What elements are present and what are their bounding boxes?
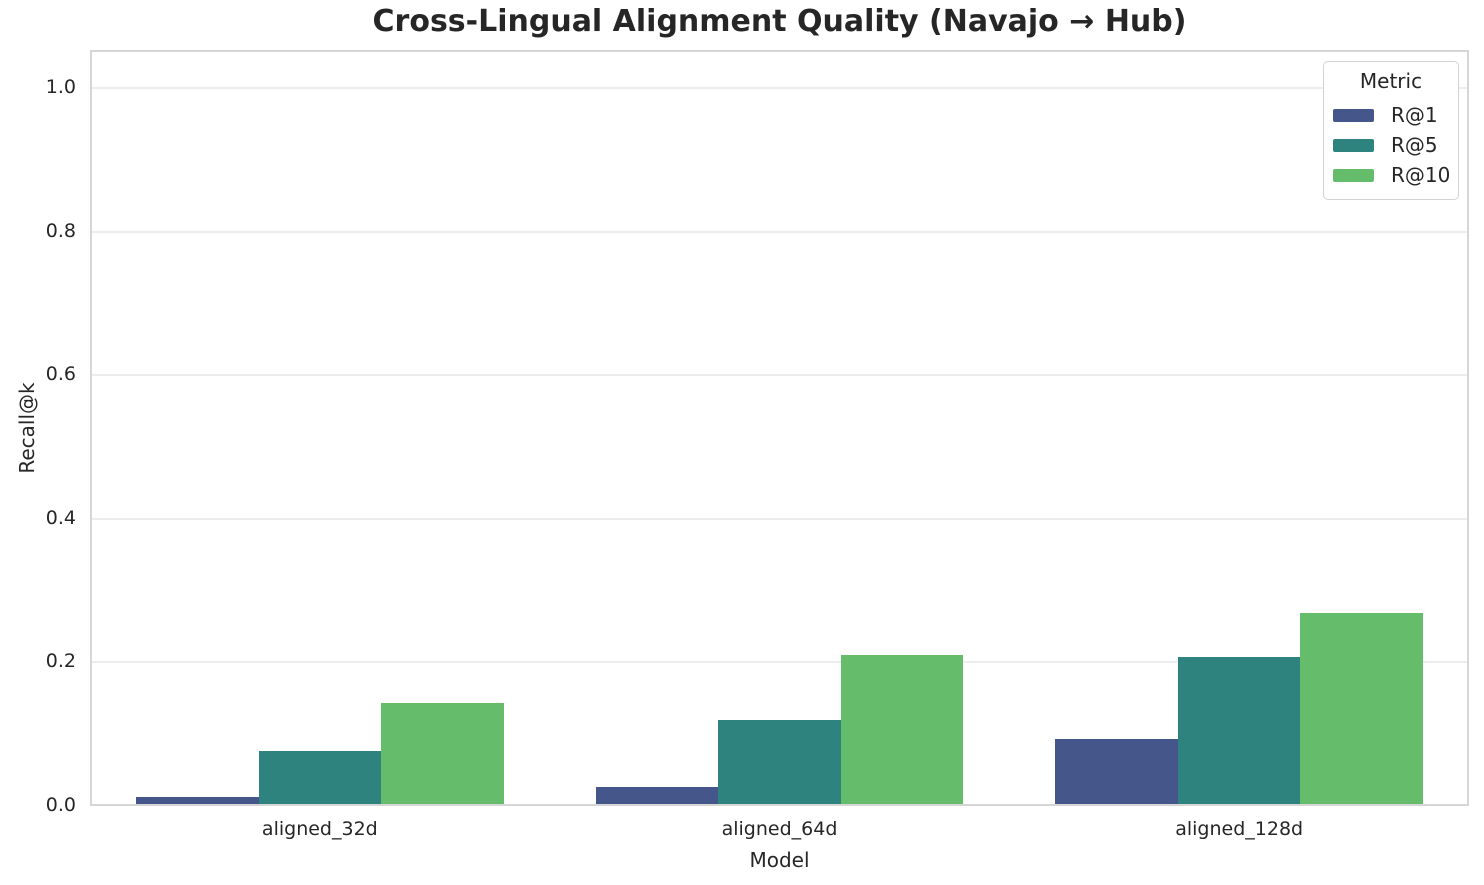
- y-tick-label: 0.2: [45, 650, 76, 673]
- legend-item-r10: R@10: [1324, 160, 1458, 190]
- legend-swatch: [1333, 138, 1374, 152]
- chart-title: Cross-Lingual Alignment Quality (Navajo …: [372, 4, 1187, 39]
- y-tick-label: 0.0: [45, 794, 76, 816]
- bar-r5-aligned_32d: [258, 750, 382, 806]
- plot-area: [90, 50, 1469, 806]
- legend-label: R@10: [1391, 163, 1451, 187]
- bar-r5-aligned_128d: [1177, 657, 1301, 806]
- y-tick-label: 0.8: [45, 219, 76, 242]
- legend-items: R@1 R@5 R@10: [1324, 100, 1458, 190]
- x-tick-label: aligned_64d: [721, 818, 838, 840]
- legend-title: Metric: [1359, 69, 1423, 93]
- y-axis-label: Recall@k: [15, 382, 39, 474]
- legend-item-r1: R@1: [1324, 100, 1458, 130]
- legend-label: R@1: [1391, 103, 1438, 127]
- bar-r1-aligned_32d: [135, 796, 259, 806]
- legend-label: R@5: [1391, 133, 1438, 157]
- gridline: [90, 661, 1469, 664]
- legend-item-r5: R@5: [1324, 130, 1458, 160]
- y-tick-label: 1.0: [45, 76, 76, 99]
- gridline: [90, 87, 1469, 90]
- bar-r10-aligned_64d: [840, 655, 964, 806]
- legend-swatch: [1333, 168, 1374, 182]
- bar-r1-aligned_64d: [595, 786, 719, 806]
- bar-r1-aligned_128d: [1055, 738, 1178, 806]
- x-tick-label: aligned_128d: [1175, 818, 1304, 840]
- bar-r10-aligned_128d: [1300, 612, 1424, 806]
- x-axis-label: Model: [749, 848, 810, 872]
- legend-swatch: [1333, 108, 1374, 122]
- bar-r5-aligned_64d: [718, 719, 841, 806]
- gridline: [90, 230, 1469, 233]
- x-tick-label: aligned_32d: [261, 818, 378, 840]
- y-tick-label: 0.4: [45, 506, 76, 529]
- bar-r10-aligned_32d: [381, 703, 504, 806]
- gridline: [90, 374, 1469, 377]
- legend: Metric R@1 R@5 R@10: [1323, 61, 1459, 200]
- gridline: [90, 517, 1469, 520]
- y-tick-label: 0.6: [45, 363, 76, 386]
